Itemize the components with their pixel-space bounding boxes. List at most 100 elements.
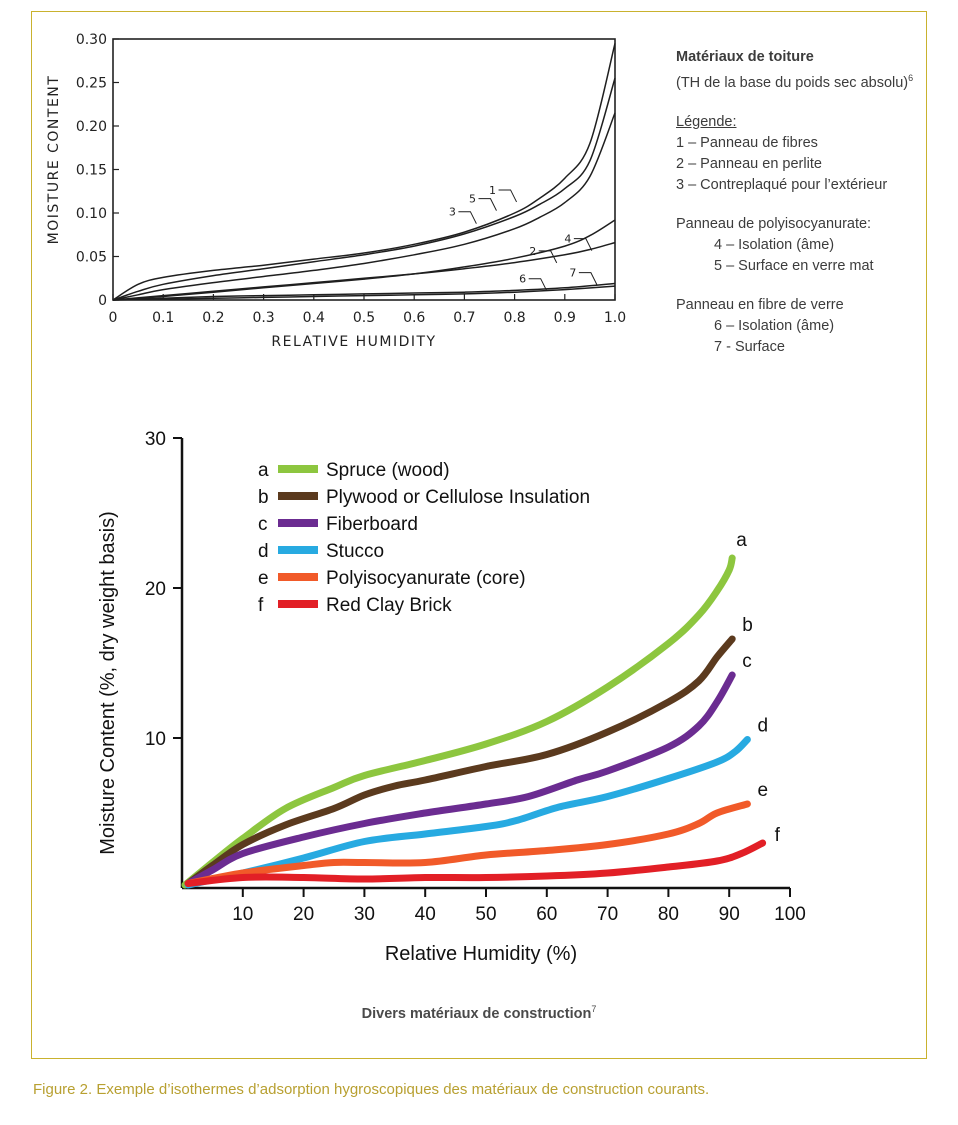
top-y-axis-label: MOISTURE CONTENT <box>46 75 62 245</box>
roofing-subtitle-sup: 6 <box>908 73 914 83</box>
series-line-a <box>181 554 736 889</box>
bottom-x-tick-label: 30 <box>354 904 375 925</box>
roofing-plot-area: 0 0.1 0.2 0.3 0.4 0.5 0.6 0.7 0.8 0.9 1.0 0 0.05 0.10… <box>46 32 626 350</box>
figure-caption: Figure 2. Exemple d’isothermes d’adsorpt… <box>33 1081 710 1098</box>
top-series-leader-7 <box>578 272 598 285</box>
roofing-subtitle-text: (TH de la base du poids sec absolu) <box>676 74 909 91</box>
legend-letter-d: d <box>258 541 269 562</box>
top-x-tick-label: 0.8 <box>503 310 525 326</box>
top-x-tick-label: 0.2 <box>202 310 224 326</box>
series-end-letter-f: f <box>775 825 781 846</box>
top-series-label-3: 3 <box>449 206 456 219</box>
bottom-x-tick-label: 90 <box>719 904 740 925</box>
bottom-caption-sup: 7 <box>591 1004 597 1014</box>
top-x-tick-label: 0.5 <box>353 310 375 326</box>
top-series-line-5 <box>112 112 616 301</box>
legend-item-roof-2: 2 – Panneau en perlite <box>676 155 822 172</box>
top-series-label-2: 2 <box>529 245 536 258</box>
bottom-y-tick-label: 20 <box>145 579 166 600</box>
bottom-y-tick-label: 10 <box>145 729 166 750</box>
bottom-chart-caption: Divers matériaux de construction7 <box>0 1004 958 1022</box>
legend-item-roof-3: 3 – Contreplaqué pour l’extérieur <box>676 176 888 193</box>
legend-item-polyiso-4: 4 – Isolation (âme) <box>714 236 835 253</box>
bottom-x-tick-label: 60 <box>536 904 557 925</box>
series-line-f <box>184 839 767 887</box>
top-x-tick-label: 0.3 <box>252 310 274 326</box>
top-x-tick-label: 0.1 <box>152 310 174 326</box>
legend-label-c: Fiberboard <box>326 514 418 535</box>
top-series-leader-6 <box>528 278 548 291</box>
bottom-x-tick-label: 10 <box>232 904 253 925</box>
bottom-x-tick-label: 100 <box>774 904 806 925</box>
top-series-leader-4 <box>573 238 593 251</box>
top-y-tick-label: 0.30 <box>76 32 107 48</box>
top-series-label-6: 6 <box>519 273 526 286</box>
top-series-label-7: 7 <box>569 267 576 280</box>
top-x-tick-label: 0.6 <box>403 310 425 326</box>
building-materials-chart: 10 20 30 40 50 60 70 80 90 100 10 20 30 Relative Humi… <box>97 429 806 965</box>
legend-label-b: Plywood or Cellulose Insulation <box>326 487 590 508</box>
top-series-leader-5 <box>478 198 497 211</box>
roofing-legend: Matériaux de toiture (TH de la base du p… <box>676 47 946 358</box>
top-y-tick-label: 0.20 <box>76 119 107 135</box>
legend-letter-b: b <box>258 487 269 508</box>
series-line-c <box>184 671 736 887</box>
roofing-chart: 0 0.1 0.2 0.3 0.4 0.5 0.6 0.7 0.8 0.9 1.0 0 0.05 0.10… <box>46 32 626 350</box>
top-x-tick-label: 0.7 <box>453 310 475 326</box>
series-end-letter-a: a <box>736 530 747 551</box>
top-x-axis-label: RELATIVE HUMIDITY <box>271 334 436 350</box>
fiberglass-heading: Panneau en fibre de verre <box>676 296 844 313</box>
roofing-subtitle: (TH de la base du poids sec absolu)6 <box>676 68 946 94</box>
series-end-letter-b: b <box>742 615 753 636</box>
legend-label-e: Polyisocyanurate (core) <box>326 568 526 589</box>
top-x-tick-label: 0.9 <box>554 310 576 326</box>
legend-item-roof-1: 1 – Panneau de fibres <box>676 134 818 151</box>
bottom-x-tick-label: 50 <box>475 904 496 925</box>
roofing-title: Matériaux de toiture <box>676 49 814 65</box>
series-end-letter-e: e <box>757 780 768 801</box>
top-y-tick-label: 0 <box>98 293 107 309</box>
top-series-leader-2 <box>538 250 558 264</box>
bottom-x-axis-label: Relative Humidity (%) <box>385 943 577 965</box>
legend-item-polyiso-5: 5 – Surface en verre mat <box>714 257 874 274</box>
top-series-line-6 <box>112 282 616 301</box>
building-plot-area: 10 20 30 40 50 60 70 80 90 100 10 20 30 Relative Humi… <box>97 429 806 965</box>
legend-label-f: Red Clay Brick <box>326 595 452 616</box>
top-y-tick-label: 0.25 <box>76 76 107 92</box>
legend-letter-e: e <box>258 568 269 589</box>
legend-heading: Légende: <box>676 113 737 130</box>
series-line-d <box>184 736 751 889</box>
legend-label-d: Stucco <box>326 541 384 562</box>
top-x-tick-label: 0 <box>109 310 118 326</box>
top-series-label-5: 5 <box>469 193 476 206</box>
series-end-letter-c: c <box>742 651 752 672</box>
top-series-label-4: 4 <box>564 233 571 246</box>
top-y-tick-label: 0.05 <box>76 250 107 266</box>
top-x-tick-label: 1.0 <box>604 310 626 326</box>
legend-item-fiberglass-7: 7 - Surface <box>714 338 785 355</box>
bottom-x-tick-label: 20 <box>293 904 314 925</box>
bottom-caption-text: Divers matériaux de construction <box>361 1005 592 1022</box>
series-end-letter-d: d <box>757 716 768 737</box>
top-series-line-3 <box>112 77 616 301</box>
series-line-b <box>184 635 736 887</box>
bottom-x-tick-label: 80 <box>658 904 679 925</box>
legend-letter-a: a <box>258 460 269 481</box>
legend-letter-c: c <box>258 514 268 535</box>
polyiso-heading: Panneau de polyisocyanurate: <box>676 215 872 232</box>
bottom-y-axis-label: Moisture Content (%, dry weight basis) <box>97 511 119 854</box>
legend-item-fiberglass-6: 6 – Isolation (âme) <box>714 317 835 334</box>
figure-frame <box>31 11 927 1059</box>
legend-label-a: Spruce (wood) <box>326 460 450 481</box>
top-x-tick-label: 0.4 <box>303 310 325 326</box>
bottom-x-tick-label: 40 <box>415 904 436 925</box>
top-plot-frame <box>112 38 616 301</box>
top-series-line-7 <box>112 285 616 301</box>
bottom-x-tick-label: 70 <box>597 904 618 925</box>
top-series-leader-1 <box>498 189 518 203</box>
top-y-tick-label: 0.10 <box>76 206 107 222</box>
top-series-leader-3 <box>458 211 477 224</box>
top-series-label-1: 1 <box>489 184 496 197</box>
bottom-y-tick-label: 30 <box>145 429 166 450</box>
top-y-tick-label: 0.15 <box>76 163 107 179</box>
